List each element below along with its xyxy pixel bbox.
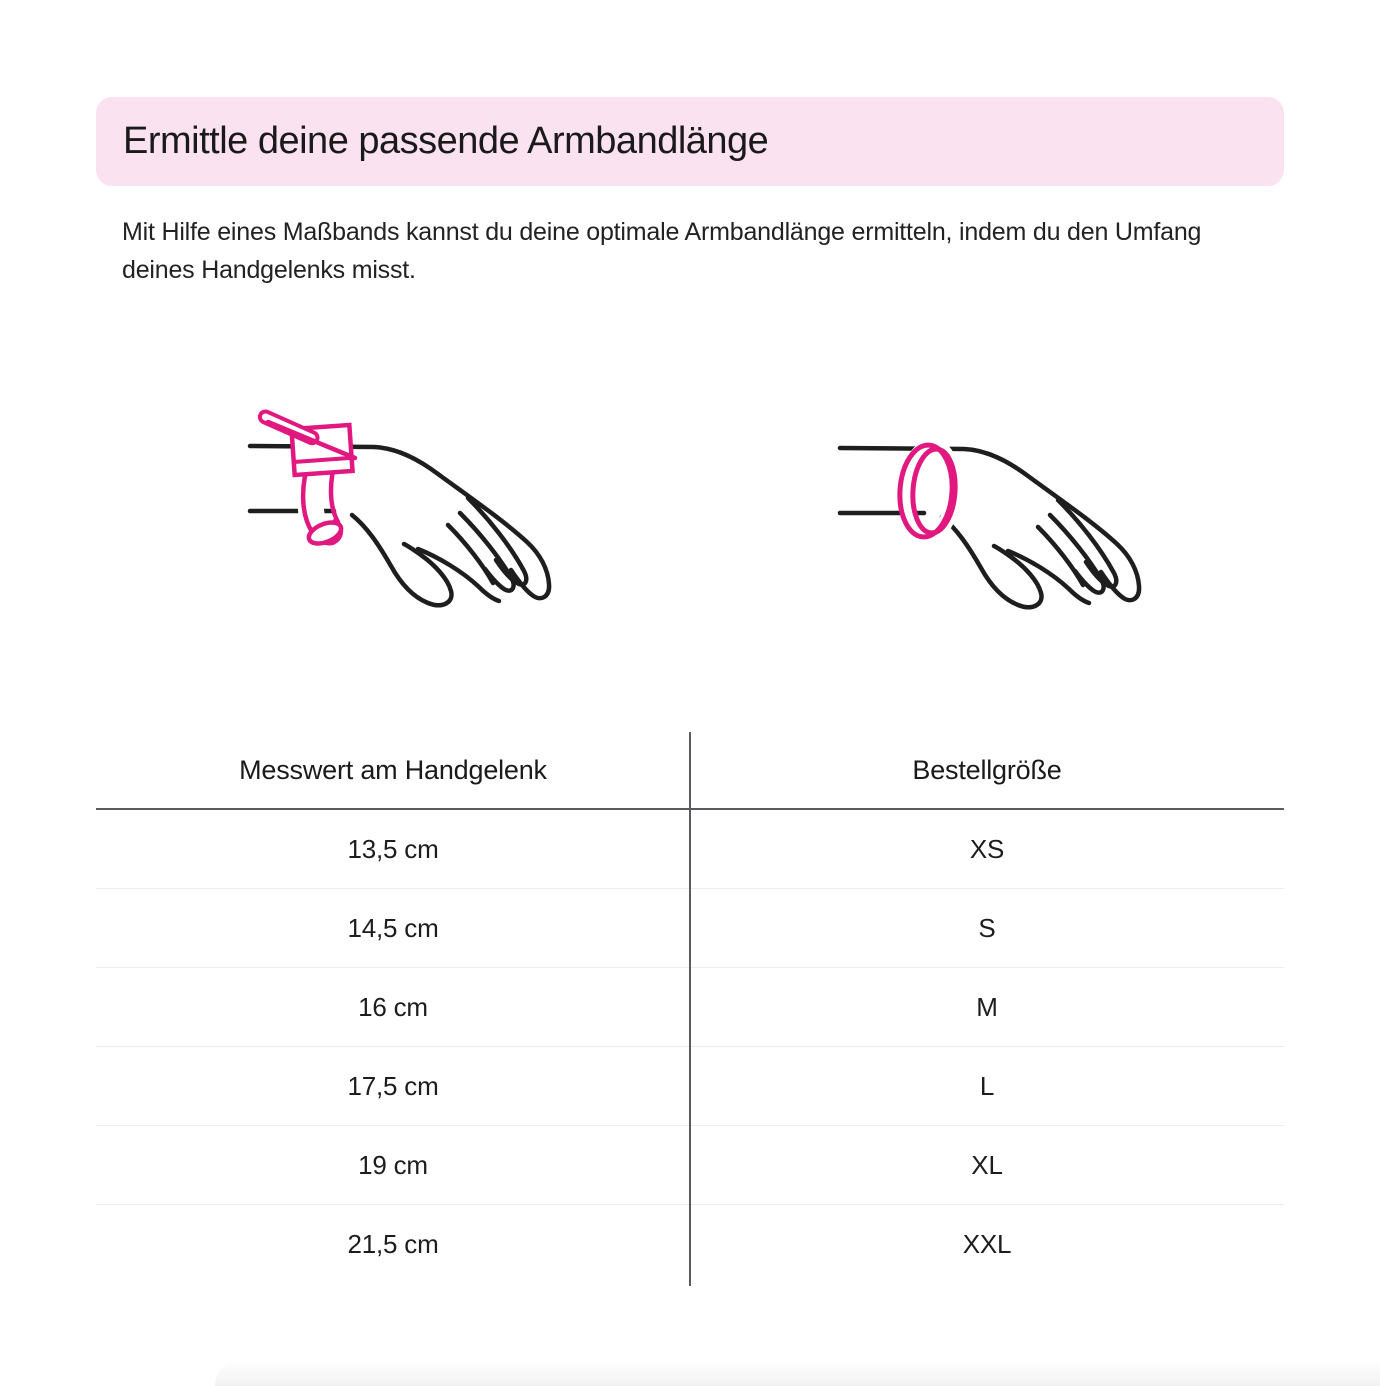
- hand-measuring-tape-illustration: [222, 398, 602, 653]
- hand-bracelet-illustration: [812, 400, 1192, 655]
- measurement-cell: 16 cm: [358, 991, 428, 1022]
- size-table: Messwert am Handgelenk Bestellgröße 13,5…: [96, 732, 1284, 1286]
- size-cell: L: [979, 1070, 995, 1101]
- column-header-measurement: Messwert am Handgelenk: [239, 754, 547, 785]
- table-column-divider: [689, 732, 691, 1286]
- bottom-shadow: [215, 1360, 1380, 1386]
- measurement-cell: 21,5 cm: [347, 1229, 439, 1259]
- size-cell: M: [976, 991, 998, 1022]
- column-header-size: Bestellgröße: [912, 754, 1062, 785]
- pink-header-banner: Ermittle deine passende Armbandlänge: [96, 97, 1284, 186]
- intro-text-line2: deines Handgelenks misst.: [122, 256, 416, 284]
- size-cell: S: [978, 912, 996, 943]
- intro-text-line1: Mit Hilfe eines Maßbands kannst du deine…: [122, 218, 1202, 246]
- measurement-cell: 13,5 cm: [347, 833, 439, 864]
- bracelet-on-wrist-icon: [837, 438, 1142, 610]
- size-cell: XS: [969, 833, 1005, 864]
- table-row: 21,5 cm XXL: [96, 1205, 1284, 1284]
- measuring-tape-on-wrist-icon: [247, 409, 552, 608]
- measurement-cell: 14,5 cm: [347, 912, 439, 943]
- size-cell: XL: [971, 1149, 1003, 1180]
- page-title: Ermittle deine passende Armbandlänge: [123, 120, 769, 162]
- intro-text: Mit Hilfe eines Maßbands kannst du deine…: [122, 213, 1322, 289]
- measurement-cell: 19 cm: [358, 1149, 428, 1180]
- size-cell: XXL: [962, 1229, 1012, 1259]
- measurement-cell: 17,5 cm: [347, 1070, 439, 1101]
